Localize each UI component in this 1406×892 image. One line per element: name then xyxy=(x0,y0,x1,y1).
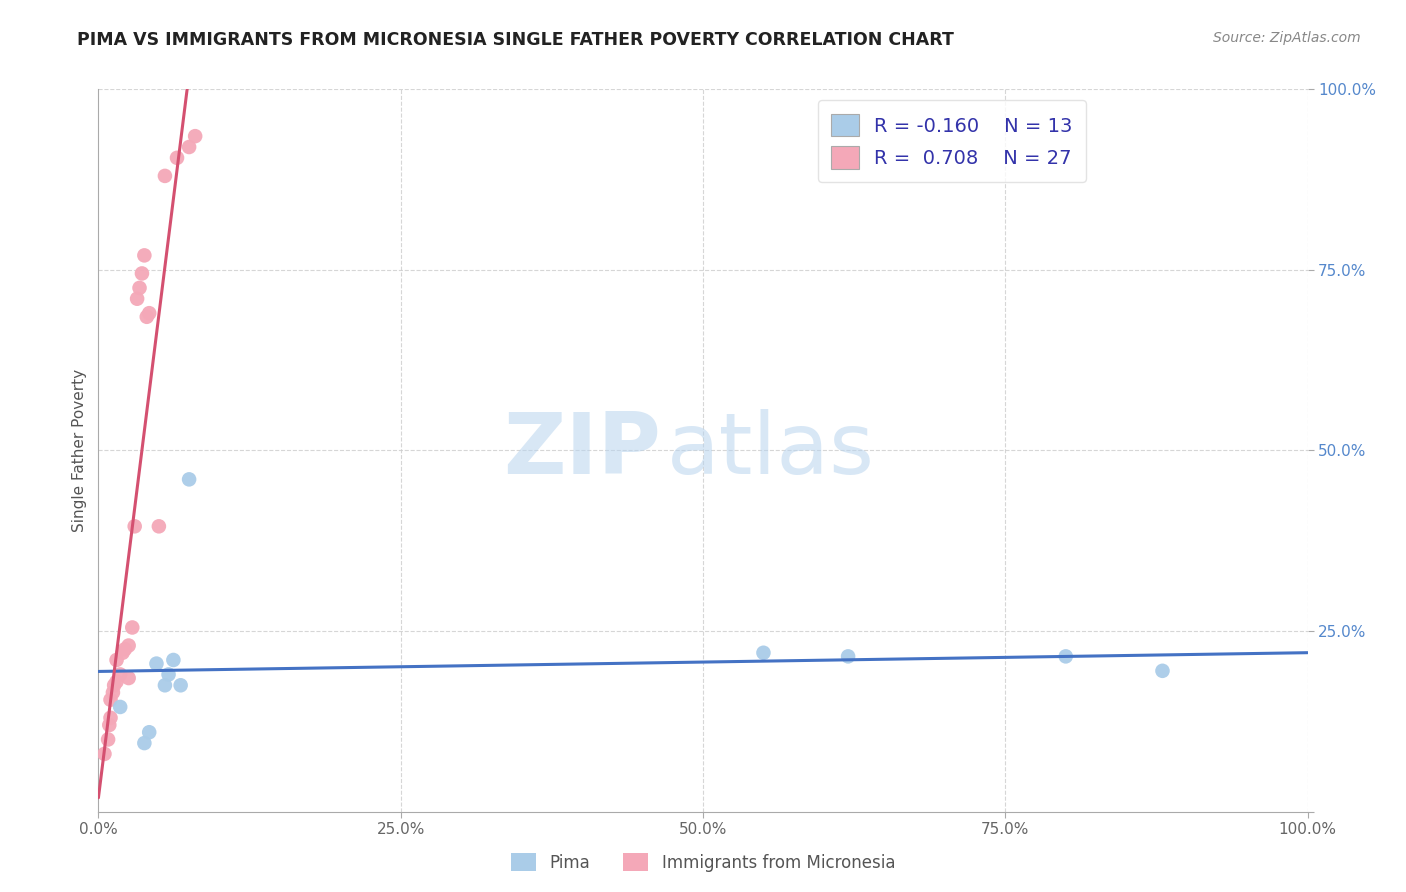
Point xyxy=(169,678,191,692)
Point xyxy=(153,169,176,183)
Point xyxy=(100,711,122,725)
Legend: Pima, Immigrants from Micronesia: Pima, Immigrants from Micronesia xyxy=(505,847,901,879)
Point xyxy=(127,292,149,306)
Point xyxy=(101,685,124,699)
Point xyxy=(1054,649,1077,664)
Point xyxy=(145,657,167,671)
Point xyxy=(138,306,160,320)
Point xyxy=(1152,664,1174,678)
Point xyxy=(108,667,131,681)
Point xyxy=(138,725,160,739)
Point xyxy=(153,678,176,692)
Point xyxy=(131,267,153,281)
Y-axis label: Single Father Poverty: Single Father Poverty xyxy=(72,369,87,532)
Point xyxy=(103,678,125,692)
Point xyxy=(124,519,146,533)
Point xyxy=(111,646,134,660)
Text: PIMA VS IMMIGRANTS FROM MICRONESIA SINGLE FATHER POVERTY CORRELATION CHART: PIMA VS IMMIGRANTS FROM MICRONESIA SINGL… xyxy=(77,31,955,49)
Point xyxy=(157,667,180,681)
Point xyxy=(134,736,156,750)
Point xyxy=(148,519,170,533)
Point xyxy=(179,140,201,154)
Point xyxy=(118,671,141,685)
Point xyxy=(100,692,122,706)
Point xyxy=(752,646,775,660)
Point xyxy=(121,620,143,634)
Point xyxy=(108,700,131,714)
Point xyxy=(179,472,201,486)
Point xyxy=(93,747,115,761)
Point xyxy=(166,151,188,165)
Point xyxy=(162,653,184,667)
Text: atlas: atlas xyxy=(666,409,875,492)
Point xyxy=(105,653,128,667)
Point xyxy=(114,642,136,657)
Point xyxy=(837,649,859,664)
Legend: R = -0.160    N = 13, R =  0.708    N = 27: R = -0.160 N = 13, R = 0.708 N = 27 xyxy=(818,101,1087,182)
Point xyxy=(134,248,156,262)
Point xyxy=(118,639,141,653)
Point xyxy=(97,732,120,747)
Text: Source: ZipAtlas.com: Source: ZipAtlas.com xyxy=(1213,31,1361,45)
Point xyxy=(98,718,121,732)
Point xyxy=(184,129,207,144)
Point xyxy=(105,674,128,689)
Point xyxy=(128,281,150,295)
Point xyxy=(135,310,157,324)
Text: ZIP: ZIP xyxy=(503,409,661,492)
